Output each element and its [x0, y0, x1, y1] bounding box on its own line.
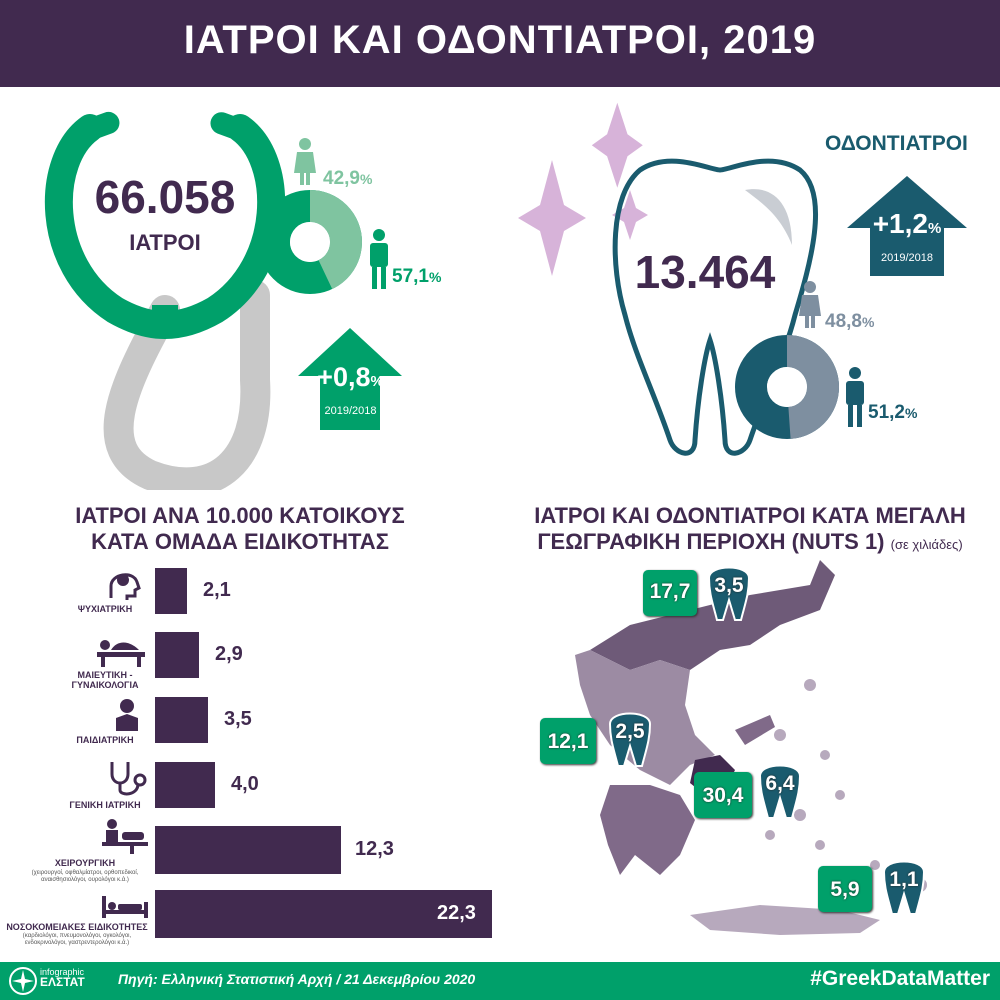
tooth-graphic	[518, 102, 819, 456]
map-crete	[690, 905, 880, 935]
bar-pediatrics	[155, 697, 208, 743]
bar-value-hospital: 22,3	[437, 902, 476, 924]
dentists-change-value: +1,2%	[872, 208, 942, 239]
bar-general	[155, 762, 215, 808]
dentists-female-arc	[735, 335, 839, 439]
bar-psychiatry	[155, 568, 187, 614]
spec-label-general: ΓΕΝΙΚΗ ΙΑΤΡΙΚΗ	[69, 800, 141, 810]
logo-text: infographic ΕΛΣΤΑΤ	[40, 967, 85, 989]
psychiatry-icon	[109, 573, 141, 600]
regions-title: ΙΑΤΡΟΙ ΚΑΙ ΟΔΟΝΤΙΑΤΡΟΙ ΚΑΤΑ ΜΕΓΑΛΗ ΓΕΩΓΡ…	[534, 503, 966, 554]
doctors-label: ΙΑΤΡΟΙ	[129, 230, 201, 255]
region-north-doctors: 17,7	[649, 580, 691, 603]
region-aegean-tooth-icon	[882, 860, 926, 915]
dentists-title: ΟΔΟΝΤΙΑΤΡΟΙ	[825, 132, 968, 155]
spec-label-psychiatry: ΨΥΧΙΑΤΡΙΚΗ	[77, 604, 133, 614]
dentists-change-arrow	[847, 176, 967, 276]
spec-label-pediatrics: ΠΑΙΔΙΑΤΡΙΚΗ	[76, 735, 134, 745]
region-north-dentists: 3,5	[714, 574, 744, 597]
spec-label-obstetrics: ΜΑΙΕΥΤΙΚΗ - ΓΥΝΑΙΚΟΛΟΓΙΑ	[71, 670, 139, 690]
dentists-female-pct: 48,8%	[825, 311, 875, 332]
elstat-logo-icon	[9, 967, 37, 995]
bar-value-pediatrics: 3,5	[224, 708, 252, 730]
dentists-total: 13.464	[634, 246, 776, 298]
stethoscope-icon	[110, 762, 147, 796]
dentists-change-period: 2019/2018	[881, 252, 933, 264]
female-doctor-icon	[294, 138, 316, 185]
region-north-tooth-icon	[707, 566, 751, 621]
region-attica-tooth-icon	[758, 764, 802, 819]
bar-value-surgery: 12,3	[355, 838, 394, 860]
bar-surgery	[155, 826, 341, 874]
region-central-dentists: 2,5	[615, 720, 645, 743]
dentists-gender-donut	[735, 335, 839, 439]
doctors-change-period: 2019/2018	[324, 405, 377, 417]
page-title: ΙΑΤΡΟΙ ΚΑΙ ΟΔΟΝΤΙΑΤΡΟΙ, 2019	[183, 18, 817, 62]
stethoscope-graphic	[44, 111, 286, 490]
spec-note-surgery: (χειρουργοί, οφθαλμίατροι, ορθοπεδικοί, …	[31, 870, 139, 883]
doctors-female-pct: 42,9%	[323, 168, 373, 189]
footer-bar	[0, 962, 1000, 1000]
spec-label-hospital: ΝΟΣΟΚΟΜΕΙΑΚΕΣ ΕΙΔΙΚΟΤΗΤΕΣ	[6, 922, 148, 932]
bar-obstetrics	[155, 632, 199, 678]
footer-source: Πηγή: Ελληνική Στατιστική Αρχή / 21 Δεκε…	[118, 971, 476, 987]
male-doctor-icon	[370, 229, 388, 289]
region-north-doctors-bag	[643, 570, 697, 616]
obstetrics-icon	[97, 640, 145, 667]
doctors-change-arrow	[298, 328, 402, 430]
footer-hashtag: #GreekDataMatter	[810, 967, 990, 990]
header-bar	[0, 0, 1000, 87]
region-central-tooth-icon	[608, 712, 652, 767]
region-central-doctors: 12,1	[547, 730, 589, 753]
region-aegean-doctors: 5,9	[830, 878, 860, 901]
doctors-gender-donut	[258, 190, 362, 294]
region-aegean-dentists: 1,1	[889, 868, 919, 891]
doctors-change-value: +0,8%	[317, 362, 384, 392]
region-attica-doctors: 30,4	[702, 784, 744, 807]
male-dentist-icon	[846, 367, 864, 427]
dentists-male-pct: 51,2%	[868, 402, 918, 423]
bar-value-general: 4,0	[231, 773, 259, 795]
doctors-male-pct: 57,1%	[392, 266, 442, 287]
bar-value-obstetrics: 2,9	[215, 643, 243, 665]
map-north-greece	[590, 560, 835, 670]
region-central-doctors-bag	[540, 718, 596, 764]
region-aegean-doctors-bag	[818, 866, 872, 912]
surgery-icon	[102, 819, 148, 854]
bar-hospital	[155, 890, 492, 938]
region-attica-doctors-bag	[694, 772, 752, 818]
pediatrics-icon	[116, 699, 138, 731]
region-attica-dentists: 6,4	[765, 772, 795, 795]
bar-value-psychiatry: 2,1	[203, 579, 231, 601]
female-dentist-icon	[799, 281, 821, 328]
doctors-female-arc	[258, 190, 362, 294]
map-peloponnese	[600, 785, 695, 875]
spec-label-surgery: ΧΕΙΡΟΥΡΓΙΚΗ	[54, 858, 116, 868]
specialties-title: ΙΑΤΡΟΙ ΑΝΑ 10.000 ΚΑΤΟΙΚΟΥΣ ΚΑΤΑ ΟΜΑΔΑ Ε…	[75, 503, 405, 554]
doctors-total: 66.058	[94, 171, 236, 223]
spec-note-hospital: (καρδιολόγοι, πνευμονολόγοι, ογκολόγοι, …	[22, 933, 132, 946]
hospital-bed-icon	[102, 896, 148, 918]
